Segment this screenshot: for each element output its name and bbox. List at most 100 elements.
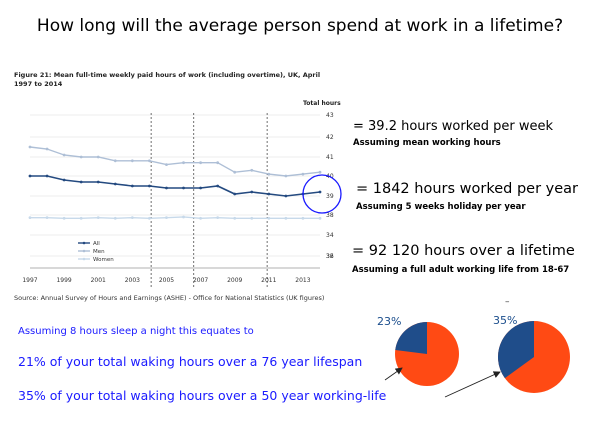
pie-slice-share-lifespan [395, 322, 427, 354]
data-point-all [28, 174, 32, 178]
data-point-women [284, 216, 288, 220]
data-point-women [216, 216, 220, 220]
data-point-all [233, 192, 237, 196]
y-tick-label: 34 [326, 232, 334, 239]
pie-label-lifespan: 23% [377, 315, 402, 328]
y-tick-label: 39 [326, 193, 334, 200]
y-tick-label: 36 [326, 253, 334, 260]
data-point-men [284, 174, 288, 178]
data-point-all [45, 174, 49, 178]
data-point-all [113, 182, 117, 186]
arrows [384, 367, 501, 398]
data-point-men [165, 163, 168, 167]
data-point-women [165, 216, 168, 220]
data-point-all [165, 186, 168, 190]
data-point-all [318, 190, 322, 194]
legend-label: All [93, 241, 100, 247]
waking-hours-working-life: 35% of your total waking hours over a 50… [18, 388, 387, 403]
data-point-women [318, 216, 322, 220]
note-hours-per-week: Assuming mean working hours [353, 138, 501, 148]
x-tick-label: 2001 [91, 277, 106, 284]
x-tick-label: 2003 [125, 277, 140, 284]
data-point-men [216, 161, 220, 165]
data-point-men [28, 145, 32, 149]
legend-label: Men [93, 249, 105, 255]
data-point-men [45, 147, 49, 151]
data-point-men [113, 159, 117, 163]
data-point-women [113, 216, 117, 220]
data-point-men [96, 155, 100, 159]
data-point-all [199, 186, 202, 190]
data-point-men [267, 172, 271, 176]
data-point-women [182, 215, 185, 219]
arrow-working-life [444, 371, 501, 398]
data-point-men [318, 170, 322, 174]
page-title: How long will the average person spend a… [36, 16, 564, 36]
highlight-circle [302, 174, 342, 214]
x-tick-label: 2013 [295, 277, 310, 284]
y-tick-label: 38 [326, 212, 334, 219]
data-point-all [284, 194, 288, 198]
pie-dash: – [505, 297, 510, 307]
data-point-all [216, 184, 220, 188]
legend-marker [82, 249, 86, 253]
x-tick-label: 1997 [22, 277, 37, 284]
note-hours-lifetime: Assuming a full adult working life from … [352, 265, 570, 275]
stat-hours-lifetime: = 92 120 hours over a lifetime [352, 243, 575, 259]
x-tick-label: 2005 [159, 277, 174, 284]
pie-label-working-life: 35% [493, 314, 518, 327]
x-tick-label: 1999 [56, 277, 71, 284]
y-tick-label: 43 [326, 112, 334, 119]
data-point-men [148, 159, 151, 163]
data-point-all [182, 186, 185, 190]
data-point-all [250, 190, 254, 194]
data-point-women [233, 216, 237, 220]
note-hours-per-year: Assuming 5 weeks holiday per year [356, 202, 526, 212]
series-line-all [30, 175, 321, 197]
data-point-women [130, 216, 134, 220]
stat-hours-per-week: = 39.2 hours worked per week [353, 119, 554, 134]
data-point-all [148, 184, 151, 188]
data-point-women [250, 216, 254, 220]
data-point-women [267, 216, 271, 220]
figure-caption: Figure 21: Mean full-time weekly paid ho… [14, 71, 321, 88]
data-point-men [250, 168, 254, 172]
x-tick-label: 2007 [193, 277, 208, 284]
pie-charts [395, 321, 570, 393]
pie-slice-share-working-life [498, 321, 534, 379]
stat-hours-per-year: = 1842 hours worked per year [356, 181, 578, 197]
y-tick-label: 41 [326, 154, 334, 161]
data-point-all [130, 184, 134, 188]
data-point-all [96, 180, 100, 184]
y-tick-label: 42 [326, 134, 334, 141]
data-point-men [233, 170, 237, 174]
data-point-men [130, 159, 134, 163]
series-line-men [29, 146, 321, 177]
sleep-note: Assuming 8 hours sleep a night this equa… [18, 326, 254, 337]
data-point-men [182, 161, 185, 165]
arrow-lifespan [384, 367, 403, 381]
data-point-men [79, 155, 83, 159]
data-point-women [79, 216, 83, 220]
series-line-women [30, 216, 320, 220]
x-tick-label: 2009 [227, 277, 242, 284]
x-tick-label: 2011 [261, 277, 276, 284]
data-point-men [199, 161, 202, 165]
legend-label: Women [93, 257, 114, 263]
data-point-all [79, 180, 83, 184]
data-point-women [45, 216, 49, 220]
y-tick-label: 32 [326, 253, 334, 260]
legend-marker [82, 241, 86, 245]
waking-hours-lifespan: 21% of your total waking hours over a 76… [18, 354, 363, 369]
chart-source: Source: Annual Survey of Hours and Earni… [14, 294, 325, 302]
data-point-women [199, 216, 202, 220]
data-point-women [148, 216, 151, 220]
data-point-women [96, 216, 100, 220]
data-point-all [267, 192, 271, 196]
legend-marker [82, 257, 86, 261]
data-point-all [62, 178, 66, 182]
data-point-men [62, 153, 66, 157]
data-point-women [301, 216, 305, 220]
